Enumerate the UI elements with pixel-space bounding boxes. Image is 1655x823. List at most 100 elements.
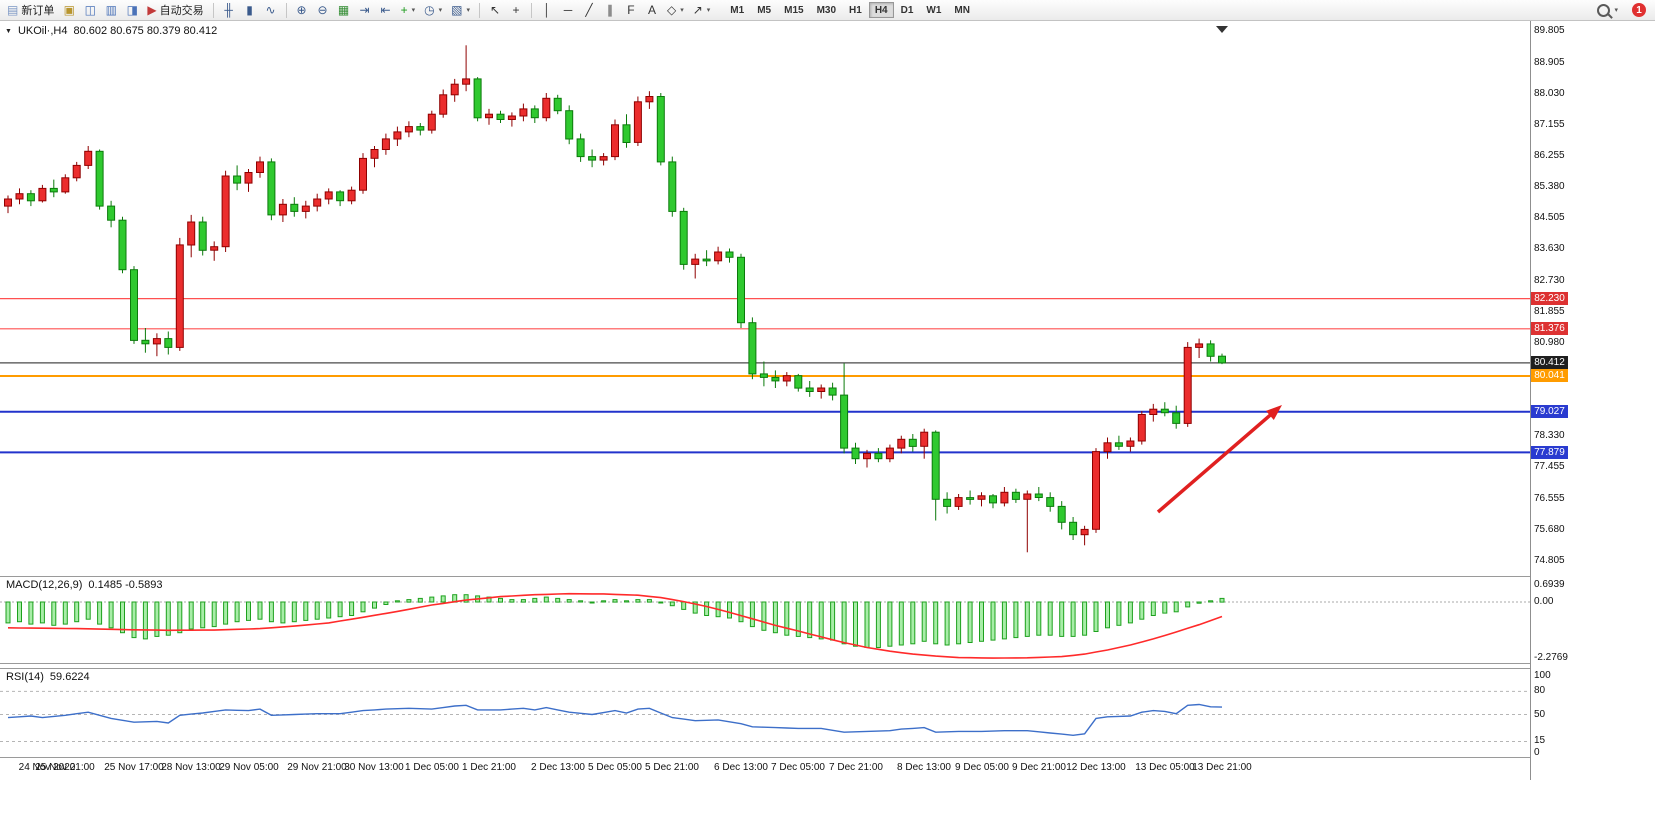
fibonacci-button[interactable]: F [621, 1, 641, 19]
panel-separator[interactable] [0, 576, 1567, 577]
price-scale[interactable]: 89.805 88.905 88.030 87.155 86.255 85.380 84.5… [1530, 21, 1568, 780]
cursor-button[interactable]: ↖ [485, 1, 505, 19]
data-window-button[interactable]: ◨ [122, 1, 142, 19]
rsi-scale-label: 0 [1534, 747, 1540, 758]
price-badge: 77.879 [1531, 446, 1568, 459]
toolbar-right: ▾ 1 [1593, 1, 1652, 19]
zoom-in-button[interactable]: ⊕ [292, 1, 312, 19]
time-scale[interactable]: 24 Nov 2022 25 Nov 01:00 25 Nov 17:00 28 No… [0, 758, 1530, 780]
new-order-icon: ▤ [7, 3, 19, 17]
arrows-tool-button[interactable]: ↗ ▾ [689, 1, 715, 19]
zoom-out-button[interactable]: ⊖ [313, 1, 333, 19]
line-chart-button[interactable]: ∿ [261, 1, 281, 19]
price-scale-label: 84.505 [1534, 212, 1565, 223]
auto-scroll-button[interactable]: ⇥ [355, 1, 375, 19]
timeframe-m5-button[interactable]: M5 [751, 2, 777, 18]
profiles-icon: ◫ [84, 3, 97, 17]
panel-separator[interactable] [0, 757, 1567, 758]
time-scale-label: 24 Nov 2022 [18, 762, 76, 773]
templates-button[interactable]: ▧ ▾ [447, 1, 474, 19]
panel-separator[interactable] [0, 668, 1567, 669]
horizontal-line-button[interactable]: ─ [558, 1, 578, 19]
timeframe-h1-button[interactable]: H1 [843, 2, 868, 18]
zoom-out-icon: ⊖ [317, 3, 328, 17]
cursor-icon: ↖ [489, 3, 500, 17]
price-badge: 81.376 [1531, 322, 1568, 335]
candlestick-chart-button[interactable]: ▮ [240, 1, 260, 19]
time-scale-label: 13 Dec 21:00 [1192, 762, 1252, 773]
templates-icon: ▧ [451, 3, 463, 17]
charts-grid-button[interactable]: ▣ [59, 1, 79, 19]
chart-menu-marker[interactable]: ▼ [5, 27, 12, 35]
search-button[interactable]: ▾ [1593, 1, 1622, 19]
time-scale-label: 13 Dec 05:00 [1135, 762, 1195, 773]
arrange-windows-icon: ▦ [337, 3, 350, 17]
auto-scroll-icon: ⇥ [359, 3, 370, 17]
crosshair-icon: + [512, 3, 520, 17]
price-scale-label: 81.855 [1534, 306, 1565, 317]
macd-canvas[interactable] [0, 577, 1530, 663]
notification-badge[interactable]: 1 [1632, 3, 1646, 17]
indicators-icon: + [400, 3, 408, 17]
time-scale-label: 9 Dec 05:00 [955, 762, 1009, 773]
chevron-down-icon: ▾ [411, 7, 416, 14]
new-order-button[interactable]: ▤ 新订单 [3, 1, 58, 19]
price-scale-label: 76.555 [1534, 493, 1565, 504]
trendline-button[interactable]: ╱ [579, 1, 599, 19]
auto-trading-button[interactable]: ▶ 自动交易 [143, 1, 207, 19]
time-scale-label: 8 Dec 13:00 [897, 762, 951, 773]
text-icon: A [647, 3, 656, 17]
rsi-value: 59.6224 [49, 671, 90, 683]
price-scale-label: 83.630 [1534, 243, 1565, 254]
price-badge: 80.041 [1531, 369, 1568, 382]
time-scale-label: 2 Dec 13:00 [531, 762, 585, 773]
indicators-button[interactable]: + ▾ [397, 1, 420, 19]
price-badge: 80.412 [1531, 356, 1568, 369]
price-scale-label: 80.980 [1534, 337, 1565, 348]
text-button[interactable]: A [642, 1, 662, 19]
chart-shift-marker[interactable] [1216, 26, 1228, 33]
chart-shift-icon: ⇤ [380, 3, 391, 17]
chevron-down-icon: ▾ [438, 7, 443, 14]
timeframe-m1-button[interactable]: M1 [724, 2, 750, 18]
shapes-button[interactable]: ◇ ▾ [663, 1, 688, 19]
macd-histogram [5, 594, 1225, 648]
chart-shift-button[interactable]: ⇤ [376, 1, 396, 19]
auto-trading-icon: ▶ [147, 3, 157, 17]
trend-arrow[interactable] [1156, 410, 1276, 514]
periods-button[interactable]: ◷ ▾ [420, 1, 446, 19]
timeframe-w1-button[interactable]: W1 [920, 2, 947, 18]
timeframe-h4-button[interactable]: H4 [868, 2, 894, 18]
timeframe-m15-button[interactable]: M15 [778, 2, 809, 18]
price-chart-canvas[interactable] [0, 21, 1530, 576]
time-scale-label: 9 Dec 21:00 [1012, 762, 1066, 773]
toolbar-separator [285, 2, 287, 18]
arrange-windows-button[interactable]: ▦ [334, 1, 354, 19]
vertical-line-button[interactable]: │ [537, 1, 557, 19]
rsi-scale-label: 80 [1534, 685, 1546, 696]
chevron-down-icon: ▾ [706, 7, 711, 14]
time-scale-label: 25 Nov 17:00 [104, 762, 164, 773]
panel-separator[interactable] [0, 663, 1567, 664]
time-scale-label: 7 Dec 21:00 [829, 762, 883, 773]
rsi-canvas[interactable] [0, 669, 1530, 757]
fibonacci-icon: F [627, 3, 635, 17]
timeframe-mn-button[interactable]: MN [948, 2, 976, 18]
time-scale-label: 5 Dec 05:00 [588, 762, 642, 773]
time-scale-label: 30 Nov 13:00 [344, 762, 404, 773]
search-icon [1597, 3, 1611, 17]
time-scale-label: 1 Dec 21:00 [462, 762, 516, 773]
timeframe-m30-button[interactable]: M30 [811, 2, 842, 18]
zoom-in-icon: ⊕ [296, 3, 307, 17]
auto-trading-label: 自动交易 [159, 5, 204, 17]
chevron-down-icon: ▾ [680, 7, 684, 14]
timeframe-d1-button[interactable]: D1 [895, 2, 920, 18]
macd-title: MACD(12,26,9) [6, 579, 83, 591]
bar-chart-button[interactable]: ╫ [219, 1, 239, 19]
price-scale-label: 78.330 [1534, 430, 1565, 441]
market-watch-button[interactable]: ▥ [101, 1, 121, 19]
crosshair-button[interactable]: + [506, 1, 526, 19]
channel-button[interactable]: ∥ [600, 1, 620, 19]
profiles-button[interactable]: ◫ [80, 1, 100, 19]
